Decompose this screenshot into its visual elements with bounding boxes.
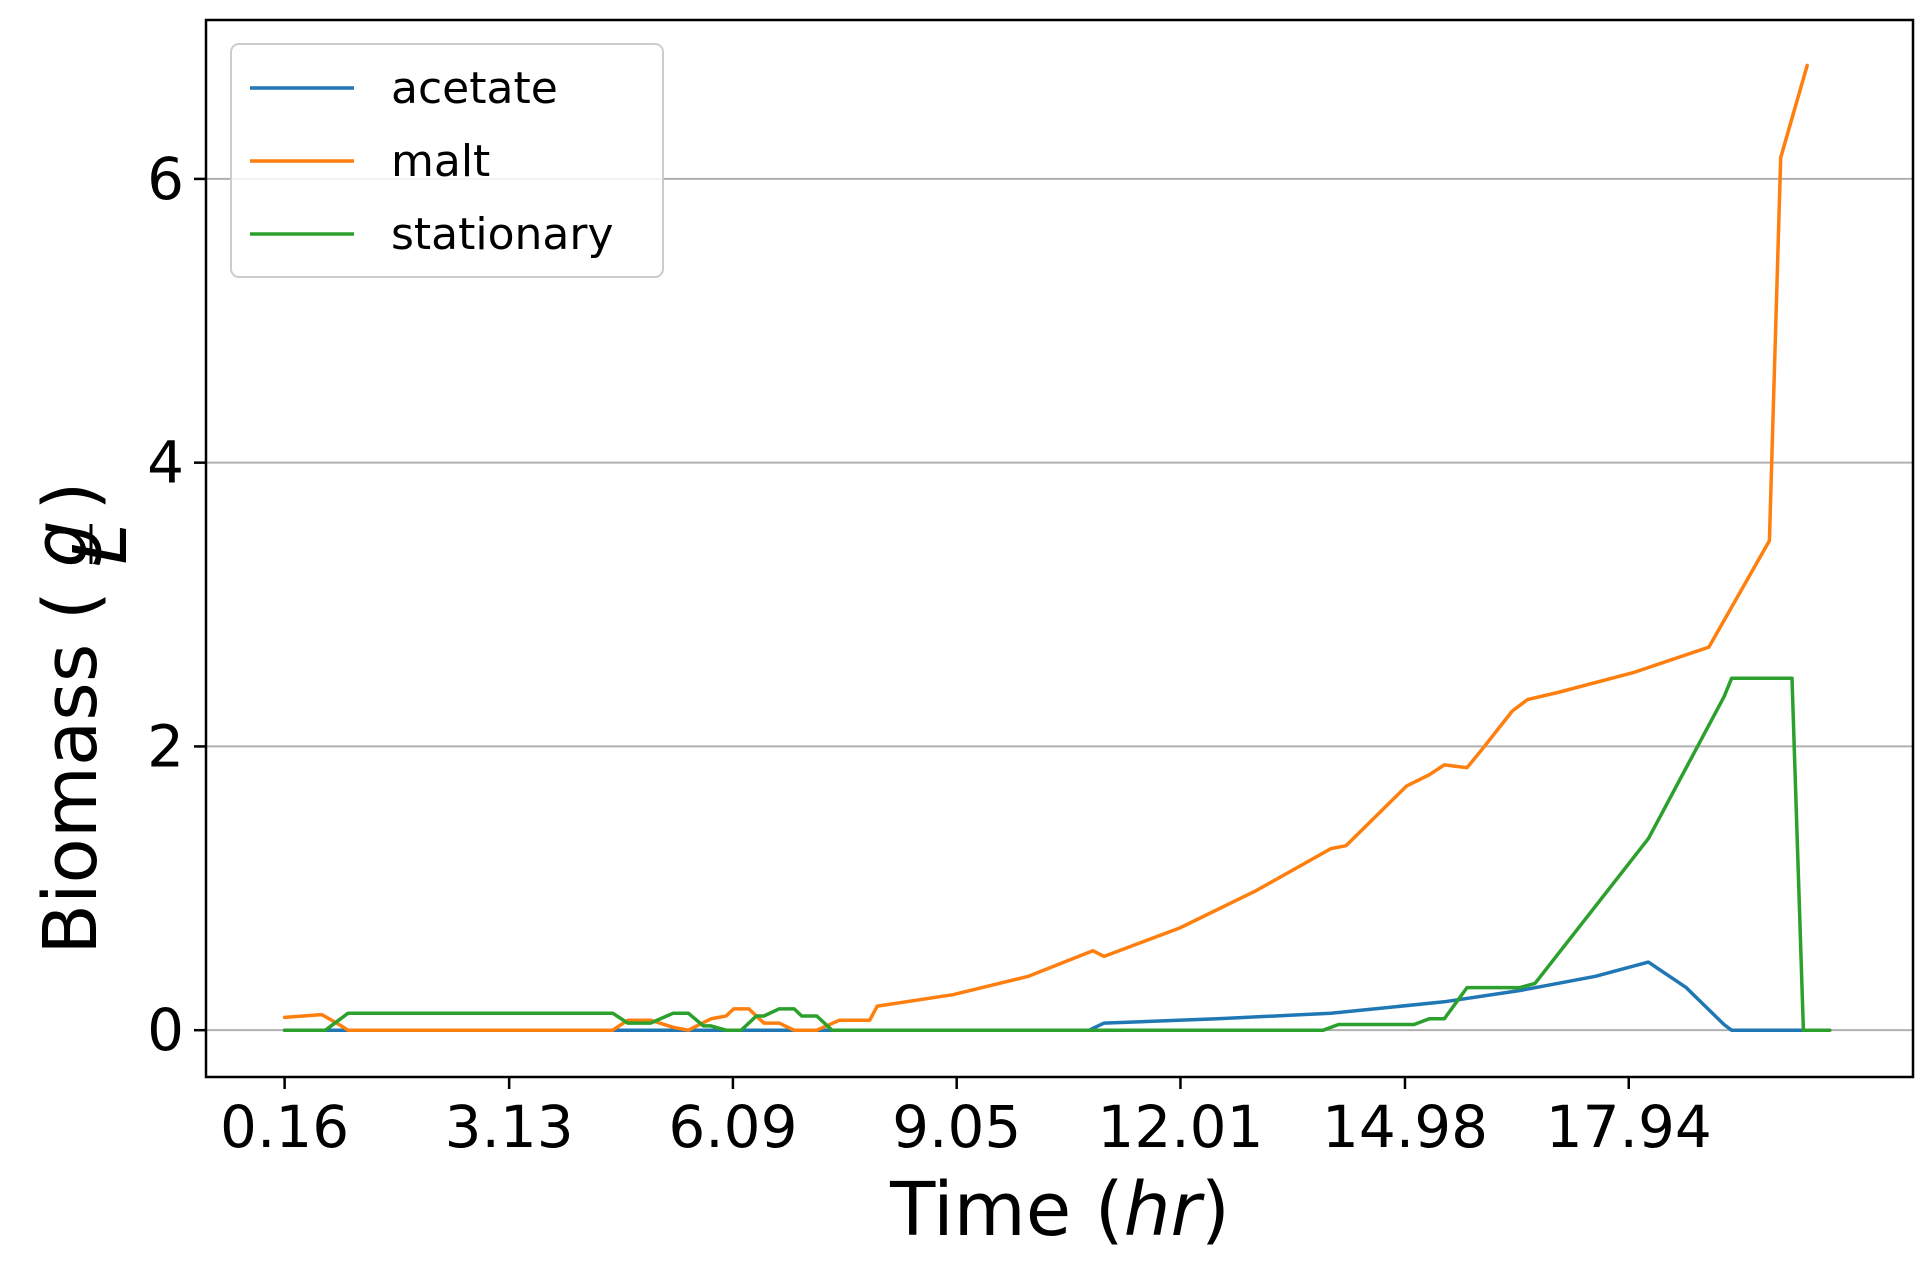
x-axis-title: Time (hr) — [889, 1167, 1230, 1253]
x-tick-label: 17.94 — [1546, 1093, 1712, 1161]
series-line-stationary — [282, 676, 1832, 1032]
x-axis-title-italic: hr — [1124, 1167, 1206, 1253]
x-tick-label: 6.09 — [668, 1093, 797, 1161]
legend-box — [230, 43, 664, 278]
x-axis-title-text: Time ( — [889, 1167, 1124, 1253]
x-tick-label: 9.05 — [892, 1093, 1021, 1161]
y-axis-title-text: Biomass ( — [28, 591, 114, 955]
series-line-acetate — [282, 960, 1809, 1032]
x-axis-title-close: ) — [1201, 1167, 1230, 1253]
y-axis-title: Biomass ( g L ) — [18, 482, 144, 955]
legend-label-malt: malt — [391, 136, 490, 187]
x-tick-label: 12.01 — [1097, 1093, 1263, 1161]
legend-label-stationary: stationary — [391, 209, 614, 260]
x-tick-label: 3.13 — [445, 1093, 574, 1161]
series-line-malt — [282, 63, 1809, 1032]
y-axis-ticks: 0 2 4 6 — [147, 145, 206, 1064]
x-axis-ticks: 0.16 3.13 6.09 9.05 12.01 14.98 17.94 — [220, 1077, 1712, 1161]
legend-items: acetate malt stationary — [250, 63, 614, 260]
x-tick-label: 14.98 — [1322, 1093, 1488, 1161]
y-tick-label: 6 — [147, 145, 184, 213]
y-tick-label: 2 — [147, 712, 184, 780]
legend: acetate malt stationary — [230, 43, 664, 278]
y-tick-label: 4 — [147, 429, 184, 497]
legend-label-acetate: acetate — [391, 63, 558, 114]
series-layer — [282, 63, 1832, 1032]
y-tick-label: 0 — [147, 996, 184, 1064]
grid-layer — [206, 177, 1913, 1032]
y-axis-title-close: ) — [28, 482, 114, 511]
plot-frame — [204, 18, 1915, 1079]
x-tick-label: 0.16 — [220, 1093, 349, 1161]
y-axis-title-frac-den: L — [58, 523, 144, 564]
